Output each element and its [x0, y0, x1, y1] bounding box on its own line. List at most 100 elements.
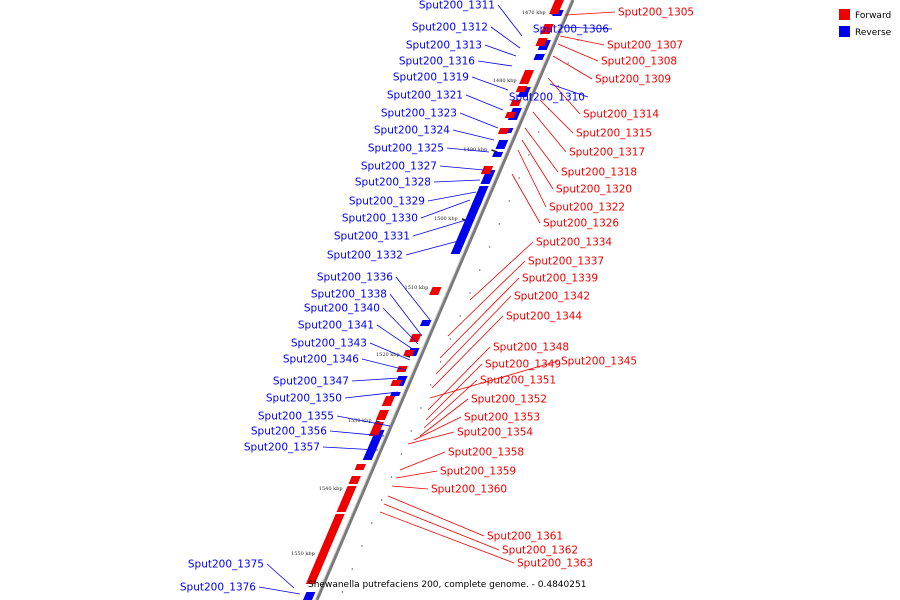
forward-gene-block[interactable] [368, 422, 384, 436]
forward-gene-block[interactable] [354, 464, 367, 470]
gene-label[interactable]: Sput200_1310 [509, 92, 585, 104]
forward-gene-block[interactable] [549, 0, 564, 14]
gene-leader-line [395, 276, 431, 321]
forward-gene-block[interactable] [519, 70, 535, 84]
reverse-gene-block[interactable] [303, 592, 316, 600]
gene-label[interactable]: Sput200_1312 [412, 22, 488, 34]
reverse-gene-block[interactable] [480, 170, 496, 184]
gene-label[interactable]: Sput200_1323 [381, 108, 457, 120]
gene-label[interactable]: Sput200_1341 [298, 320, 374, 332]
gene-label[interactable]: Sput200_1305 [618, 7, 694, 19]
gene-label[interactable]: Sput200_1345 [561, 356, 637, 368]
gene-label[interactable]: Sput200_1325 [368, 143, 444, 155]
reverse-gene-block[interactable] [533, 54, 545, 60]
gene-label[interactable]: Sput200_1337 [528, 256, 604, 268]
reverse-gene-block[interactable] [492, 152, 504, 157]
gene-label[interactable]: Sput200_1311 [419, 0, 495, 12]
gene-label[interactable]: Sput200_1327 [361, 161, 437, 173]
forward-gene-block[interactable] [343, 486, 357, 496]
gene-label[interactable]: Sput200_1346 [283, 354, 359, 366]
forward-gene-block[interactable] [325, 514, 345, 538]
gene-label[interactable]: Sput200_1339 [522, 273, 598, 285]
gene-leader-line [344, 391, 399, 399]
gene-label[interactable]: Sput200_1354 [457, 427, 533, 439]
gene-label[interactable]: Sput200_1357 [244, 442, 320, 454]
forward-gene-block[interactable] [348, 476, 361, 484]
forward-gene-block[interactable] [480, 166, 494, 174]
gene-label[interactable]: Sput200_1342 [514, 291, 590, 303]
gene-label[interactable]: Sput200_1352 [471, 394, 547, 406]
reverse-gene-block[interactable] [362, 450, 376, 460]
forward-gene-block[interactable] [403, 350, 415, 356]
gene-label[interactable]: Sput200_1315 [576, 128, 652, 140]
gene-label[interactable]: Sput200_1356 [251, 426, 327, 438]
gene-label[interactable]: Sput200_1320 [556, 184, 632, 196]
gene-label[interactable]: Sput200_1319 [393, 72, 469, 84]
forward-gene-block[interactable] [317, 538, 335, 556]
gene-label[interactable]: Sput200_1348 [493, 342, 569, 354]
forward-gene-block[interactable] [305, 570, 321, 584]
gene-label[interactable]: Sput200_1353 [464, 412, 540, 424]
gene-label[interactable]: Sput200_1355 [258, 411, 334, 423]
gene-label[interactable]: Sput200_1359 [440, 466, 516, 478]
gene-label[interactable]: Sput200_1358 [448, 447, 524, 459]
forward-gene-block[interactable] [429, 287, 442, 295]
gene-label[interactable]: Sput200_1316 [399, 56, 475, 68]
gene-label[interactable]: Sput200_1309 [595, 74, 671, 86]
gene-label[interactable]: Sput200_1351 [480, 375, 556, 387]
kbp-tick-label: 1520 kbp [376, 352, 400, 358]
kbp-tick-label: 1490 kbp [463, 147, 487, 153]
gene-label[interactable]: Sput200_1361 [487, 531, 563, 543]
gene-label[interactable]: Sput200_1330 [342, 213, 418, 225]
forward-gene-block[interactable] [509, 100, 522, 106]
forward-gene-block[interactable] [515, 86, 528, 92]
reverse-gene-block[interactable] [456, 200, 483, 240]
gene-label[interactable]: Sput200_1334 [536, 237, 612, 249]
gene-label[interactable]: Sput200_1344 [506, 311, 582, 323]
forward-gene-block[interactable] [336, 496, 353, 512]
gene-label[interactable]: Sput200_1322 [549, 202, 625, 214]
gene-leader-line [552, 55, 593, 80]
gene-label[interactable]: Sput200_1328 [355, 177, 431, 189]
gene-leader-line [391, 485, 429, 490]
reverse-gene-block[interactable] [495, 140, 509, 149]
gene-label[interactable]: Sput200_1326 [543, 218, 619, 230]
gene-label[interactable]: Sput200_1360 [431, 484, 507, 496]
gene-label[interactable]: Sput200_1362 [502, 545, 578, 557]
gene-leader-line [435, 295, 512, 375]
forward-gene-block[interactable] [540, 24, 554, 34]
forward-gene-block[interactable] [375, 410, 390, 420]
gene-label[interactable]: Sput200_1340 [304, 303, 380, 315]
gene-label[interactable]: Sput200_1307 [607, 40, 683, 52]
gene-label[interactable]: Sput200_1376 [180, 582, 256, 594]
forward-gene-block[interactable] [497, 128, 510, 134]
forward-gene-block[interactable] [535, 38, 548, 46]
gene-label[interactable]: Sput200_1347 [273, 376, 349, 388]
gene-label[interactable]: Sput200_1321 [387, 90, 463, 102]
gene-label[interactable]: Sput200_1343 [291, 338, 367, 350]
forward-gene-block[interactable] [504, 112, 517, 118]
gene-leader-line [490, 26, 521, 49]
gene-label[interactable]: Sput200_1324 [374, 125, 450, 137]
gene-label[interactable]: Sput200_1331 [334, 231, 410, 243]
gene-label[interactable]: Sput200_1313 [406, 40, 482, 52]
gene-label[interactable]: Sput200_1314 [583, 109, 659, 121]
gene-label[interactable]: Sput200_1363 [517, 558, 593, 570]
gene-label[interactable]: Sput200_1306 [533, 24, 609, 36]
forward-gene-block[interactable] [381, 396, 396, 406]
gene-label[interactable]: Sput200_1318 [561, 167, 637, 179]
forward-gene-block[interactable] [390, 380, 402, 386]
gene-label[interactable]: Sput200_1308 [601, 56, 677, 68]
gene-label[interactable]: Sput200_1375 [188, 559, 264, 571]
reverse-gene-block[interactable] [450, 240, 466, 254]
forward-gene-block[interactable] [409, 334, 422, 342]
gene-label[interactable]: Sput200_1336 [317, 272, 393, 284]
gene-label[interactable]: Sput200_1338 [311, 289, 387, 301]
gene-label[interactable]: Sput200_1329 [349, 196, 425, 208]
gene-label[interactable]: Sput200_1332 [327, 250, 403, 262]
gene-label[interactable]: Sput200_1349 [485, 359, 561, 371]
gene-label[interactable]: Sput200_1350 [266, 393, 342, 405]
forward-gene-block[interactable] [310, 556, 327, 572]
gene-label[interactable]: Sput200_1317 [569, 147, 645, 159]
reverse-gene-block[interactable] [419, 320, 432, 326]
